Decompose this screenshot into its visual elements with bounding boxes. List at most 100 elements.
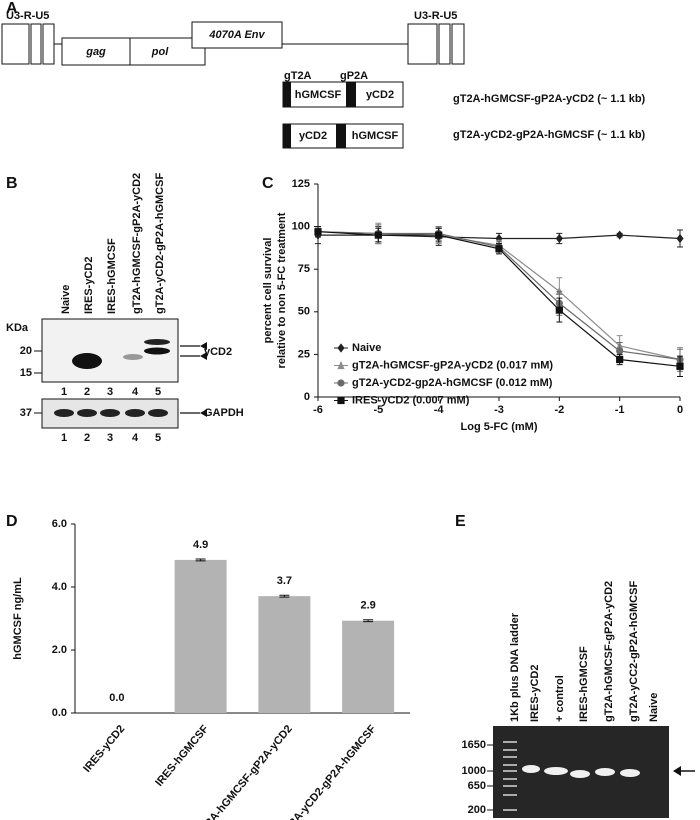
y-tick-label: 6.0 bbox=[52, 518, 67, 530]
gene-label: pol bbox=[151, 46, 169, 58]
point bbox=[676, 233, 684, 244]
lane-label: gT2A-hGMCSF-gP2A-yCD2 bbox=[603, 581, 615, 722]
band bbox=[144, 347, 170, 355]
y-tick-label: 0 bbox=[304, 391, 310, 403]
marker-label: 1650 bbox=[462, 739, 486, 751]
marker-label: 200 bbox=[468, 804, 486, 816]
point bbox=[555, 233, 563, 244]
target-label: GAPDH bbox=[204, 407, 244, 419]
lane-label: gT2A-hGMCSF-gP2A-yCD2 bbox=[131, 173, 143, 314]
band bbox=[123, 354, 143, 360]
ltr-box bbox=[407, 23, 438, 65]
arrow-head bbox=[200, 409, 207, 417]
gene-label: hGMCSF bbox=[295, 89, 342, 101]
y-tick-label: 50 bbox=[298, 306, 310, 318]
band bbox=[125, 409, 145, 417]
construct-box bbox=[282, 81, 404, 108]
marker-label: 1000 bbox=[462, 765, 486, 777]
band bbox=[77, 409, 97, 417]
x-tick-label: IRES-yCD2 bbox=[81, 723, 127, 775]
tag-label: gT2A bbox=[284, 70, 312, 82]
value-label: 2.9 bbox=[360, 600, 375, 612]
marker-label: 37 bbox=[20, 407, 32, 419]
legend-marker bbox=[337, 396, 345, 405]
point bbox=[495, 233, 503, 244]
y-tick-label: 4.0 bbox=[52, 581, 67, 593]
arrow-head bbox=[673, 766, 681, 776]
x-tick-label: IRES-hGMCSF bbox=[153, 723, 211, 789]
band bbox=[54, 409, 74, 417]
x-tick-label: gT2A-hGMCSF-gP2A-yCD2 bbox=[195, 723, 295, 820]
x-tick-label: -5 bbox=[373, 404, 383, 416]
lane-label: Naive bbox=[648, 693, 660, 722]
x-tick-label: 0 bbox=[677, 404, 683, 416]
value-label: 3.7 bbox=[277, 575, 292, 587]
gene-label: yCD2 bbox=[299, 130, 327, 142]
legend-label: Naive bbox=[352, 342, 381, 354]
band bbox=[570, 770, 590, 778]
x-tick-label: -3 bbox=[494, 404, 504, 416]
lane-label: IRES-yCD2 bbox=[83, 257, 95, 314]
lane-number: 5 bbox=[155, 432, 161, 444]
ltr-label: U3-R-U5 bbox=[6, 10, 49, 22]
lane-label: Naive bbox=[60, 285, 72, 314]
y-tick-label: 2.0 bbox=[52, 644, 67, 656]
lane-label: IRES-yCD2 bbox=[529, 665, 541, 722]
point bbox=[616, 355, 624, 364]
p2a-tag bbox=[336, 124, 346, 148]
ladder-band bbox=[503, 785, 517, 787]
y-axis-label: hGMCSF ng/mL bbox=[12, 577, 24, 660]
gene-label: 4070A Env bbox=[208, 29, 265, 41]
point bbox=[495, 245, 503, 253]
panel-label: A bbox=[6, 0, 18, 17]
y-tick-label: 100 bbox=[292, 221, 310, 233]
t2a-tag bbox=[283, 82, 291, 107]
y-tick-label: 0.0 bbox=[52, 707, 67, 719]
lane-label: + control bbox=[554, 675, 566, 722]
construct-label: gT2A-yCD2-gP2A-hGMCSF (~ 1.1 kb) bbox=[453, 129, 646, 141]
lane-label: gT2A-yCC2-gP2A-hGMCSF bbox=[628, 581, 640, 722]
ltr-label: U3-R-U5 bbox=[414, 10, 457, 22]
lane-number: 4 bbox=[132, 432, 139, 444]
lane-number: 2 bbox=[84, 386, 90, 398]
bar bbox=[258, 596, 311, 713]
ladder-band bbox=[503, 756, 517, 758]
band bbox=[595, 768, 615, 776]
x-tick-label: -2 bbox=[554, 404, 564, 416]
arrow-head bbox=[200, 352, 207, 360]
ladder-band bbox=[503, 809, 517, 811]
gene-label: hGMCSF bbox=[352, 130, 399, 142]
ladder-band bbox=[503, 770, 517, 772]
band bbox=[522, 765, 540, 773]
value-label: 0.0 bbox=[109, 692, 124, 704]
target-label: yCD2 bbox=[204, 346, 232, 358]
tag-label: gP2A bbox=[340, 70, 368, 82]
band bbox=[72, 353, 102, 369]
lane-number: 5 bbox=[155, 386, 161, 398]
gene-label: gag bbox=[85, 46, 106, 58]
y-tick-label: 25 bbox=[298, 348, 310, 360]
y-tick-label: 125 bbox=[292, 178, 310, 190]
band bbox=[620, 769, 640, 777]
point bbox=[314, 228, 322, 236]
x-tick-label: -6 bbox=[313, 404, 323, 416]
lane-number: 3 bbox=[107, 432, 113, 444]
panel-label: B bbox=[6, 175, 18, 192]
error-bar bbox=[195, 558, 206, 562]
ladder-band bbox=[503, 764, 517, 766]
ladder-band bbox=[503, 749, 517, 751]
kda-label: KDa bbox=[6, 322, 29, 334]
construct-label: gT2A-hGMCSF-gP2A-yCD2 (~ 1.1 kb) bbox=[453, 93, 646, 105]
y-axis-label: percent cell survival bbox=[262, 238, 274, 344]
lane-number: 4 bbox=[132, 386, 139, 398]
lane-number: 1 bbox=[61, 432, 67, 444]
gene-label: yCD2 bbox=[366, 89, 394, 101]
lane-number: 1 bbox=[61, 386, 67, 398]
x-tick-label: -4 bbox=[434, 404, 445, 416]
lane-number: 3 bbox=[107, 386, 113, 398]
bar bbox=[342, 620, 395, 713]
ladder-band bbox=[503, 778, 517, 780]
ltr-box bbox=[1, 23, 30, 65]
legend-marker bbox=[337, 379, 345, 387]
